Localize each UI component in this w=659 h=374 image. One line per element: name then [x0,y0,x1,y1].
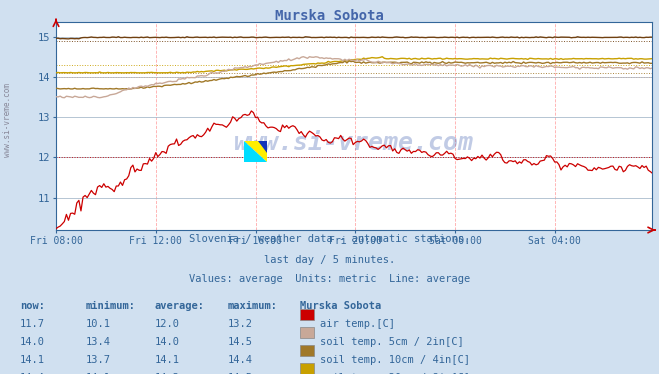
Polygon shape [244,141,268,162]
Text: 14.4: 14.4 [20,373,45,374]
Text: 13.2: 13.2 [227,319,252,329]
Text: Murska Sobota: Murska Sobota [300,301,381,311]
Text: Murska Sobota: Murska Sobota [275,9,384,23]
Text: 14.1: 14.1 [155,355,180,365]
Text: air temp.[C]: air temp.[C] [320,319,395,329]
Text: soil temp. 10cm / 4in[C]: soil temp. 10cm / 4in[C] [320,355,470,365]
Text: 14.5: 14.5 [227,337,252,347]
Text: 14.3: 14.3 [155,373,180,374]
Text: 14.1: 14.1 [20,355,45,365]
Text: soil temp. 5cm / 2in[C]: soil temp. 5cm / 2in[C] [320,337,463,347]
Text: www.si-vreme.com: www.si-vreme.com [3,83,13,157]
Text: 12.0: 12.0 [155,319,180,329]
Text: 14.0: 14.0 [155,337,180,347]
Text: Slovenia / weather data - automatic stations.: Slovenia / weather data - automatic stat… [189,234,470,244]
Text: 14.1: 14.1 [86,373,111,374]
Text: maximum:: maximum: [227,301,277,311]
Text: 10.1: 10.1 [86,319,111,329]
Text: average:: average: [155,301,205,311]
Text: 14.4: 14.4 [227,355,252,365]
Text: www.si-vreme.com: www.si-vreme.com [234,131,474,155]
Text: 13.7: 13.7 [86,355,111,365]
Polygon shape [258,141,268,153]
Text: now:: now: [20,301,45,311]
Text: 14.0: 14.0 [20,337,45,347]
Text: Values: average  Units: metric  Line: average: Values: average Units: metric Line: aver… [189,274,470,284]
Text: minimum:: minimum: [86,301,136,311]
Polygon shape [244,141,268,162]
Text: 13.4: 13.4 [86,337,111,347]
Text: 11.7: 11.7 [20,319,45,329]
Text: 14.5: 14.5 [227,373,252,374]
Text: soil temp. 20cm / 8in[C]: soil temp. 20cm / 8in[C] [320,373,470,374]
Text: last day / 5 minutes.: last day / 5 minutes. [264,255,395,266]
